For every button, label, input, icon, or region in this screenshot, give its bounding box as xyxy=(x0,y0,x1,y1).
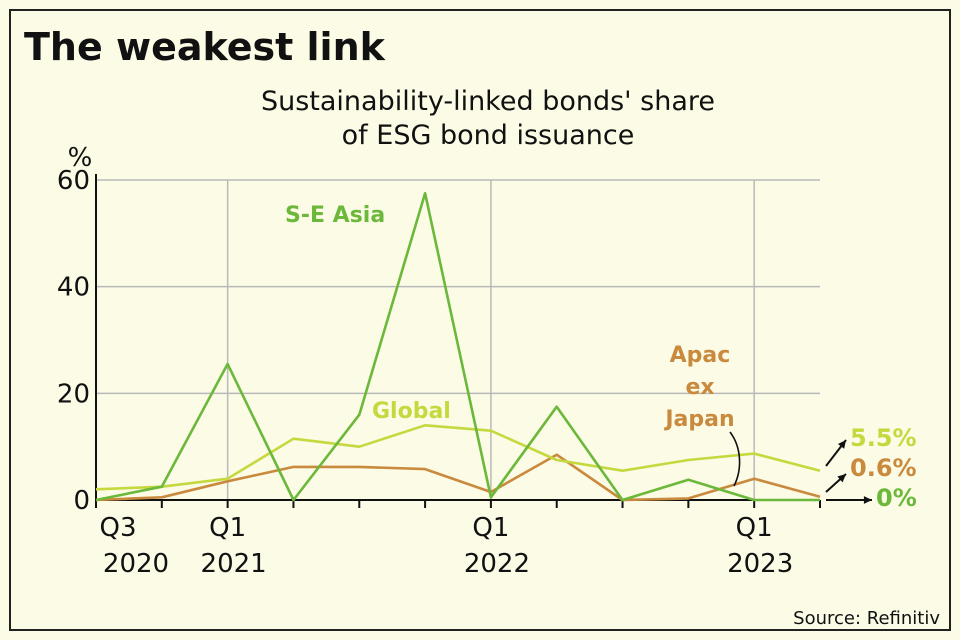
x-tick-label-0-line1: Q3 xyxy=(99,513,136,543)
y-tick-label-40: 40 xyxy=(57,273,90,303)
end-label-arrowhead-1 xyxy=(837,474,846,483)
y-axis-unit-label: % xyxy=(68,143,93,173)
series-annotation-0-line-0: S-E Asia xyxy=(285,203,385,228)
end-label-2: 0% xyxy=(876,484,917,512)
series-line-apac-ex-japan xyxy=(95,453,821,502)
end-label-1: 0.6% xyxy=(850,454,917,482)
y-tick-label-60: 60 xyxy=(57,166,90,196)
end-label-0: 5.5% xyxy=(850,424,917,452)
series-annotation-1-line-0: Global xyxy=(372,399,451,424)
grid-layer xyxy=(96,179,820,500)
series-layer xyxy=(95,192,821,502)
x-tick-label-0-line2: 2020 xyxy=(103,549,169,579)
series-annotation-2-line-0: Apac xyxy=(670,343,731,368)
x-tick-label-10-line2: 2023 xyxy=(727,549,793,579)
x-tick-label-6-line1: Q1 xyxy=(472,513,509,543)
axis-layer: 0 20 40 60 Q3 2020 Q1 2021 Q1 2022 Q1 2023 xyxy=(57,166,821,579)
x-tick-label-2-line2: 2021 xyxy=(201,549,267,579)
x-tick-label-2-line1: Q1 xyxy=(209,513,246,543)
chart-subtitle-line-2: of ESG bond issuance xyxy=(342,120,635,151)
chart-subtitle-line-1: Sustainability-linked bonds' share xyxy=(261,86,715,117)
source-note: Source: Refinitiv xyxy=(793,608,940,629)
label-layer: S-E Asia Global Apac ex Japan 5.5%0.6%0% xyxy=(285,203,917,512)
apac-pointer-line xyxy=(729,431,741,487)
x-tick-label-10-line1: Q1 xyxy=(736,513,773,543)
chart-border xyxy=(9,9,951,631)
series-line-s-e-asia xyxy=(95,192,820,502)
y-tick-label-0: 0 xyxy=(73,486,90,516)
series-annotation-2-line-1: ex xyxy=(685,375,714,400)
y-tick-label-20: 20 xyxy=(57,379,90,409)
series-annotation-2-line-2: Japan xyxy=(663,407,734,432)
x-tick-label-6-line2: 2022 xyxy=(464,549,530,579)
end-label-arrowhead-0 xyxy=(837,440,846,449)
chart-title: The weakest link xyxy=(24,25,386,69)
end-label-arrowhead-2 xyxy=(863,496,872,504)
series-line-global xyxy=(95,423,821,491)
